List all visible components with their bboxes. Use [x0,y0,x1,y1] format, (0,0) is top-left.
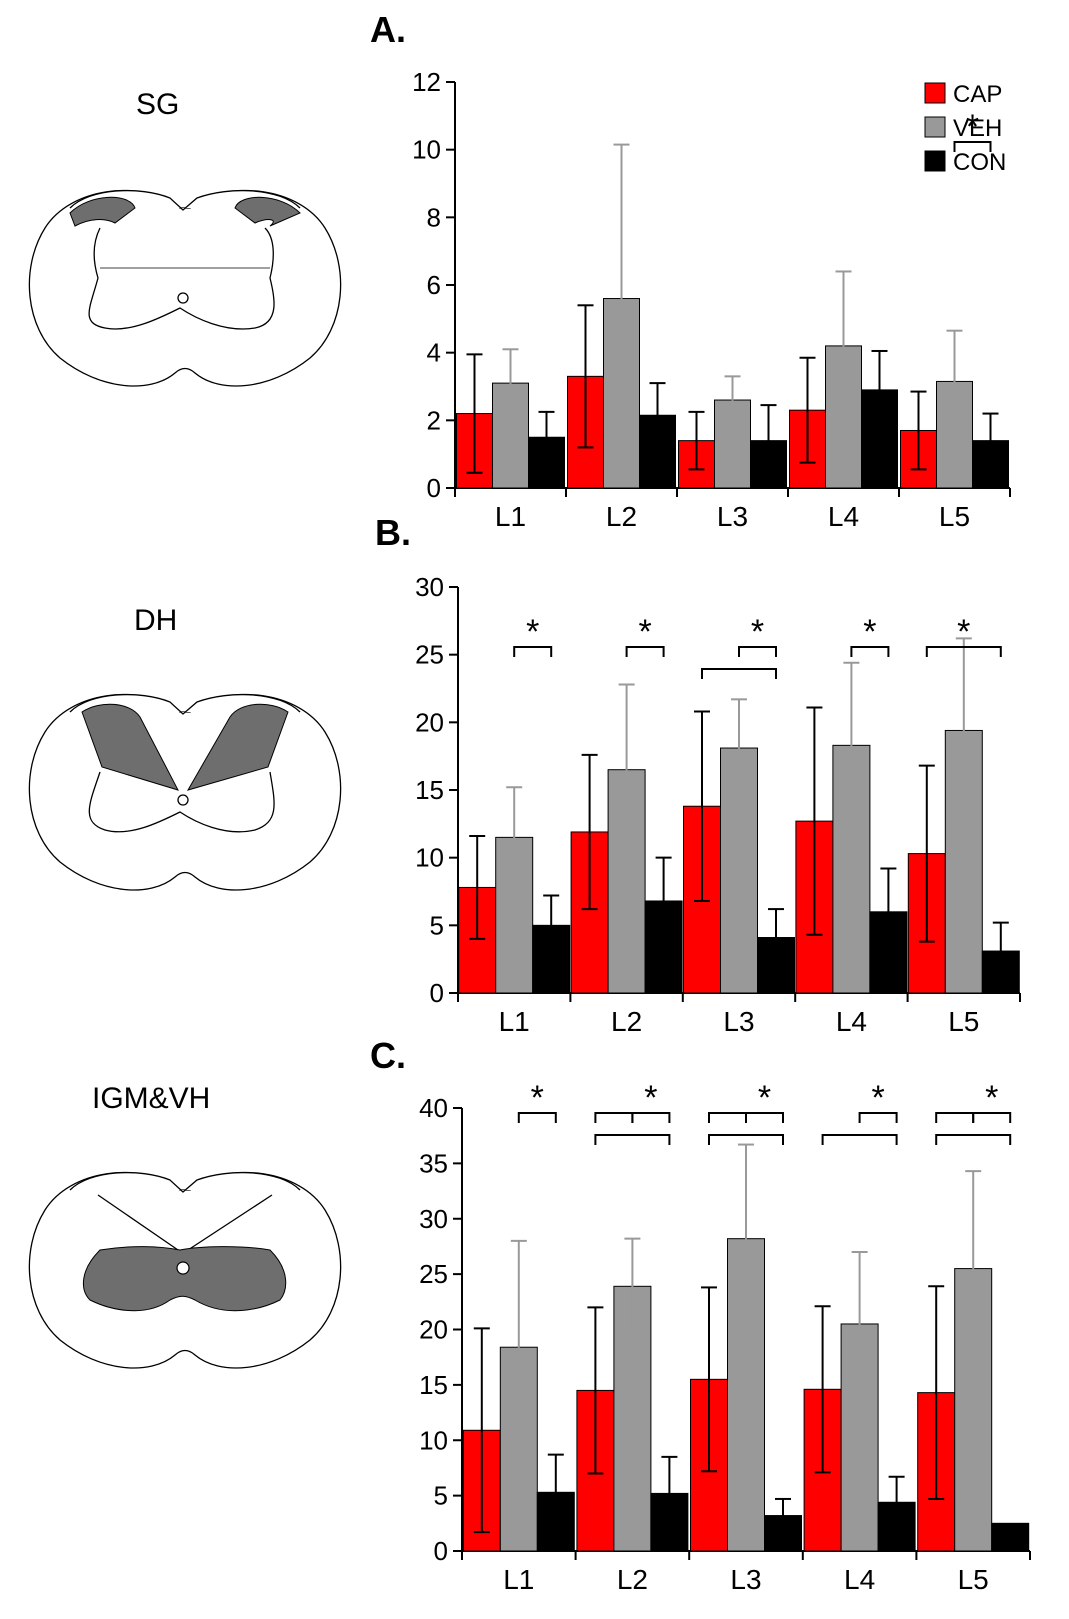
bar-con-l5 [991,1522,1030,1552]
significance-star: * [863,613,876,651]
y-tick-label: 25 [419,1259,448,1289]
y-tick-label: 20 [415,707,444,737]
significance-bracket [953,141,992,152]
spinal-cord-sg-diagram [28,189,342,387]
y-tick-label: 0 [427,473,441,503]
x-tick-label: L2 [611,1006,642,1037]
significance-bracket [708,1112,747,1123]
y-tick-label: 2 [427,405,441,435]
significance-star: * [644,1079,657,1117]
significance-bracket [517,1112,557,1123]
x-tick-label: L5 [948,1006,979,1037]
spinal-cord-igm-vh-diagram [28,1171,342,1369]
panel-letter: C. [370,1035,406,1076]
significance-star: * [526,613,539,651]
y-tick-label: 5 [430,910,444,940]
y-tick-label: 0 [430,978,444,1008]
region-label-igm-vh: IGM&VH [92,1082,211,1115]
significance-bracket [594,1112,634,1123]
y-tick-label: 10 [415,843,444,873]
significance-star: * [957,613,970,651]
y-tick-label: 10 [412,135,441,165]
significance-bracket [935,1112,975,1123]
y-tick-label: 40 [419,1093,448,1123]
chart-panel-2: B. 0 5 10 15 20 25 30 L1 L2 L3 L4 L5 * * * * * [375,512,1021,1037]
y-tick-label: 15 [415,775,444,805]
x-tick-label: L4 [828,501,859,532]
region-label-dh: DH [134,604,178,637]
significance-star: * [638,613,651,651]
significance-star: * [985,1079,998,1117]
chart-panel-3: C. 0 5 10 15 20 25 30 35 40 L1 L2 L3 L4 L5 * * * * * [370,1035,1031,1595]
legend-label-con: CON [953,149,1006,176]
chart-panel-1: A. 0 2 4 6 8 10 12 L1 L2 L3 L4 L5 *CAP VEH CON [370,9,1011,532]
spinal-cord-dh-diagram [28,693,342,891]
y-tick-label: 30 [415,572,444,602]
y-tick-label: 35 [419,1148,448,1178]
y-tick-label: 10 [419,1425,448,1455]
significance-star: * [966,108,979,146]
x-tick-label: L1 [495,501,526,532]
x-tick-label: L2 [617,1564,648,1595]
x-tick-label: L4 [844,1564,875,1595]
legend-swatch-veh [924,116,946,138]
region-label-sg: SG [136,88,180,121]
significance-bracket [708,1134,784,1145]
significance-bracket [738,646,777,657]
significance-bracket [925,646,1002,657]
y-tick-label: 4 [427,338,441,368]
significance-bracket [701,668,777,679]
y-tick-label: 0 [434,1536,448,1566]
significance-star: * [758,1079,771,1117]
x-tick-label: L5 [958,1564,989,1595]
significance-bracket [625,646,665,657]
significance-bracket [935,1134,1012,1145]
significance-bracket [594,1134,671,1145]
y-tick-label: 6 [427,270,441,300]
panel-letter: A. [370,9,406,50]
y-tick-label: 8 [427,202,441,232]
bar-con-l3 [764,1515,802,1552]
x-tick-label: L1 [503,1564,534,1595]
x-tick-label: L4 [836,1006,867,1037]
x-tick-label: L5 [939,501,970,532]
significance-star: * [531,1079,544,1117]
x-tick-label: L3 [730,1564,761,1595]
x-tick-label: L1 [499,1006,530,1037]
legend-label-veh: VEH [953,115,1002,142]
significance-star: * [871,1079,884,1117]
y-tick-label: 12 [412,67,441,97]
y-tick-label: 20 [419,1315,448,1345]
legend-swatch-cap [924,82,946,104]
y-tick-label: 5 [434,1481,448,1511]
x-tick-label: L3 [717,501,748,532]
significance-bracket [513,646,553,657]
y-tick-label: 25 [415,640,444,670]
x-tick-label: L3 [723,1006,754,1037]
y-tick-label: 30 [419,1204,448,1234]
legend-swatch-con [924,150,946,172]
panel-letter: B. [375,512,411,553]
legend-label-cap: CAP [953,81,1002,108]
significance-bracket [858,1112,898,1123]
significance-bracket [850,646,890,657]
y-tick-label: 15 [419,1370,448,1400]
significance-bracket [821,1134,898,1145]
x-tick-label: L2 [606,501,637,532]
significance-star: * [751,613,764,651]
